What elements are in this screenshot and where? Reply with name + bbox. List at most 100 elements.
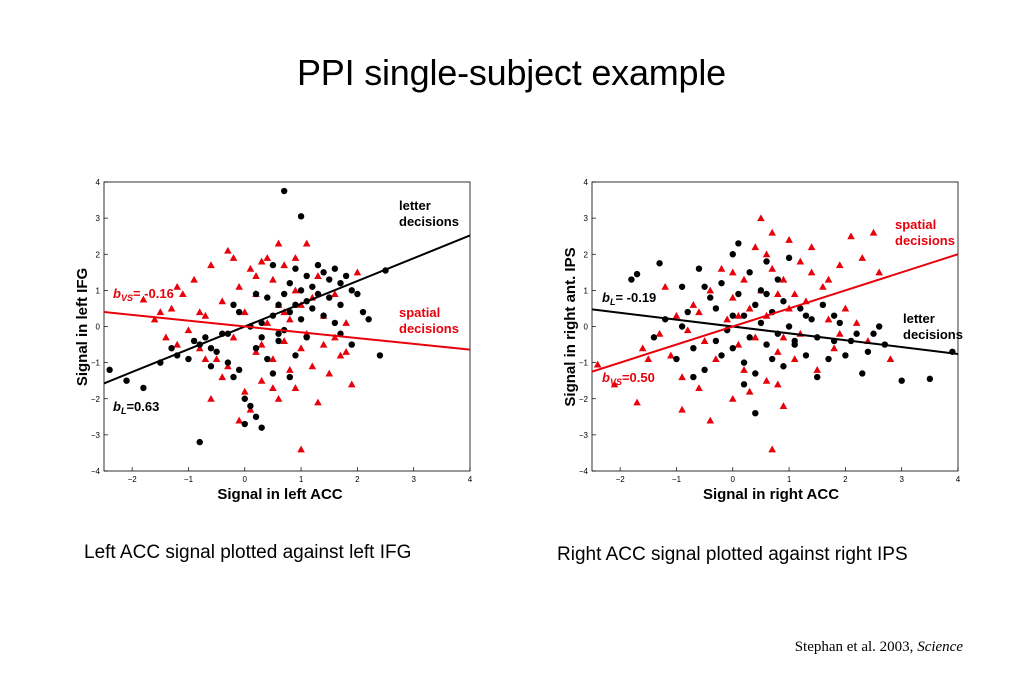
letter-point [213,348,220,355]
y-tick-label: 0 [96,323,101,332]
citation-authors: Stephan et al. 2003, [794,639,918,655]
spatial-point [274,394,283,402]
y-tick-label: −1 [579,359,589,368]
spatial-decisions-label: spatial decisions [399,305,459,336]
slide-title: PPI single-subject example [296,52,726,93]
spatial-decisions-label: spatial decisions [895,217,955,248]
spatial-point [162,333,170,341]
spatial-point [875,268,883,276]
y-tick-label: 3 [96,214,101,223]
spatial-point [257,340,266,348]
letter-point [106,366,113,374]
spatial-point [745,304,754,312]
y-tick-label: −2 [579,395,589,404]
spatial-point [824,315,833,323]
spatial-label-line1: spatial [895,217,936,232]
letter-point [808,316,815,323]
letter-point [763,290,770,298]
spatial-point [240,387,249,395]
y-tick-label: 2 [96,250,101,259]
letter-point [280,187,288,195]
fit-label-value: =0.50 [622,370,655,385]
letter-point [292,265,299,272]
letter-point [875,323,883,330]
spatial-point [139,295,148,303]
letter-point [707,294,714,301]
spatial-fit-line [104,311,470,351]
letter-label-line2: decisions [399,214,459,229]
letter-point [376,352,384,359]
letter-point [740,312,748,319]
spatial-point [190,275,198,283]
spatial-point [593,360,602,368]
letter-point [729,344,736,352]
regression-lines [592,253,958,373]
letter-point [252,413,260,421]
spatial-point [841,304,850,312]
caption-left: Left ACC signal plotted against left IFG [84,542,412,563]
spatial-point [302,239,311,247]
letter-point [286,279,294,287]
spatial-point [280,308,288,316]
spatial-point [830,344,838,352]
letter-point [752,301,759,309]
spatial-point [291,286,300,294]
letter-point [326,276,333,283]
spatial-point [325,369,334,377]
letter-point [359,308,367,316]
letter-point [320,312,327,319]
spatial-point [717,264,726,272]
spatial-point [807,268,816,276]
letter-point [785,254,793,262]
y-tick-label: −3 [91,431,101,440]
spatial-point [695,384,703,391]
spatial-label-line1: spatial [399,305,440,320]
spatial-point [347,380,356,388]
spatial-point [280,337,288,344]
spatial-point [207,394,215,402]
spatial-point [184,326,193,334]
letter-point [348,287,355,294]
x-tick-label: 2 [355,475,360,484]
letter-point [825,355,832,363]
spatial-point [314,398,322,406]
fit-label-b: b [113,286,121,301]
x-tick-label: −1 [184,475,194,484]
y-tick-label: −4 [579,467,589,476]
letter-point [185,355,192,363]
spatial-point [269,384,277,391]
letter-point [247,402,254,410]
letter-point [684,308,691,316]
letter-point [819,301,827,309]
spatial-point [807,243,816,251]
spatial-point [331,333,339,341]
spatial-point [886,355,895,363]
letter-point [269,261,277,269]
letter-point [326,294,333,301]
spatial-point [297,344,305,352]
letter-point [690,344,697,352]
scatter-plot-left: −2 −1 0 1 2 3 4 −4 −3 −2 −1 0 1 2 3 4 Signal in left AC… [74,178,473,503]
letter-point [712,305,720,312]
spatial-point [847,232,855,240]
spatial-point [796,257,805,265]
letter-point [292,352,299,359]
spatial-point [774,347,782,355]
letter-point [797,305,804,312]
letter-point [673,355,680,363]
spatial-point [751,333,760,341]
letter-point [337,301,344,309]
letter-point [656,260,663,267]
letter-label-line1: letter [399,198,431,213]
spatial-point [700,337,709,344]
y-tick-label: 3 [584,214,589,223]
spatial-point [695,308,703,316]
spatial-point [336,351,345,359]
spatial-point [768,264,776,272]
letter-point [701,283,708,290]
spatial-point [728,394,737,402]
spatial-point [745,387,754,395]
letter-point [342,272,350,280]
y-axis-label: Signal in right ant. IPS [562,247,579,406]
letter-point [190,337,198,345]
